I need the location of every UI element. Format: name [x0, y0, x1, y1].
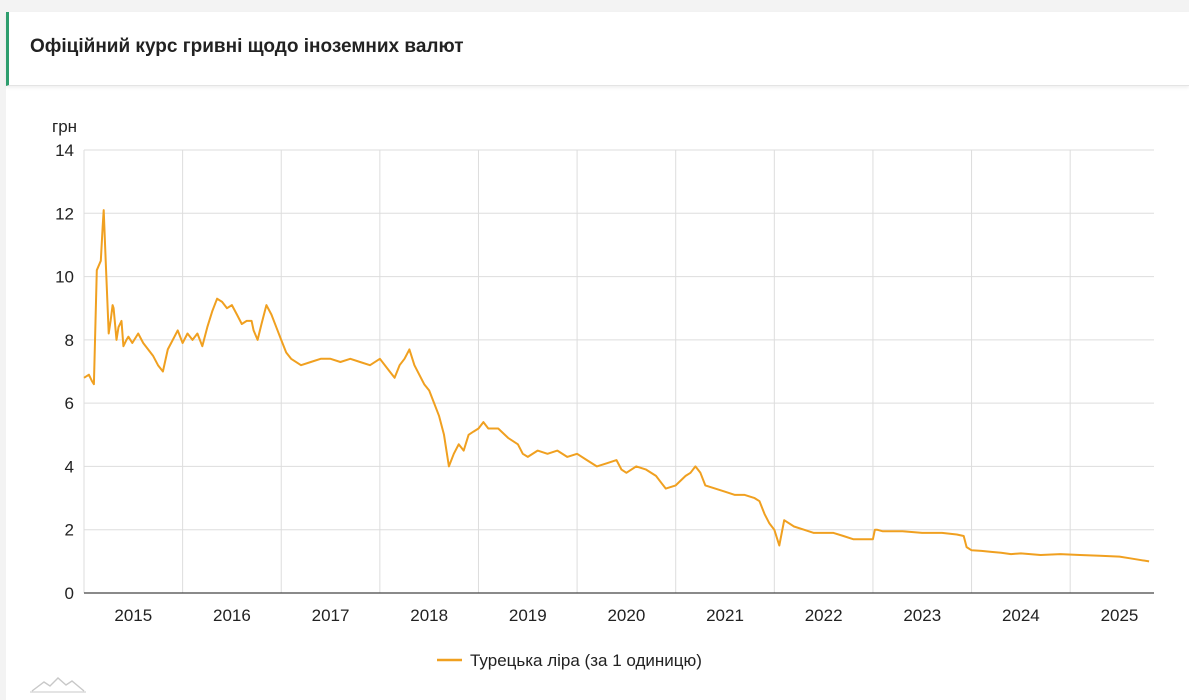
y-tick-label: 10	[55, 268, 74, 287]
y-tick-label: 4	[65, 457, 74, 476]
x-tick-label: 2019	[509, 606, 547, 625]
x-tick-label: 2025	[1101, 606, 1139, 625]
legend-label[interactable]: Турецька ліра (за 1 одиницю)	[470, 651, 702, 670]
legend[interactable]: Турецька ліра (за 1 одиницю)	[437, 651, 702, 670]
x-tick-label: 2015	[114, 606, 152, 625]
y-tick-label: 12	[55, 204, 74, 223]
y-axis-unit-label: грн	[52, 117, 77, 136]
y-tick-label: 8	[65, 331, 74, 350]
x-tick-label: 2016	[213, 606, 251, 625]
x-tick-label: 2018	[410, 606, 448, 625]
y-tick-label: 0	[65, 584, 74, 603]
card-header: Офіційний курс гривні щодо іноземних вал…	[6, 12, 1189, 86]
y-tick-label: 14	[55, 141, 74, 160]
series-line-0[interactable]	[83, 209, 1150, 563]
x-tick-label: 2023	[903, 606, 941, 625]
x-tick-label: 2021	[706, 606, 744, 625]
x-tick-label: 2024	[1002, 606, 1040, 625]
x-tick-label: 2022	[805, 606, 843, 625]
chart-card: Офіційний курс гривні щодо іноземних вал…	[6, 12, 1189, 700]
x-tick-label: 2017	[312, 606, 350, 625]
page-title: Офіційний курс гривні щодо іноземних вал…	[30, 36, 464, 57]
x-axis-ticks: 2015 2016 2017 2018 2019 2020 2021 2022 2023 2024…	[114, 606, 1138, 625]
y-tick-label: 6	[65, 394, 74, 413]
y-axis-ticks: 0 2 4 6 8 10 12 14	[55, 141, 74, 603]
x-tick-label: 2020	[607, 606, 645, 625]
grid-lines	[83, 149, 1154, 593]
mountain-logo-icon	[30, 677, 86, 693]
series-layer	[83, 209, 1150, 563]
y-tick-label: 2	[65, 521, 74, 540]
